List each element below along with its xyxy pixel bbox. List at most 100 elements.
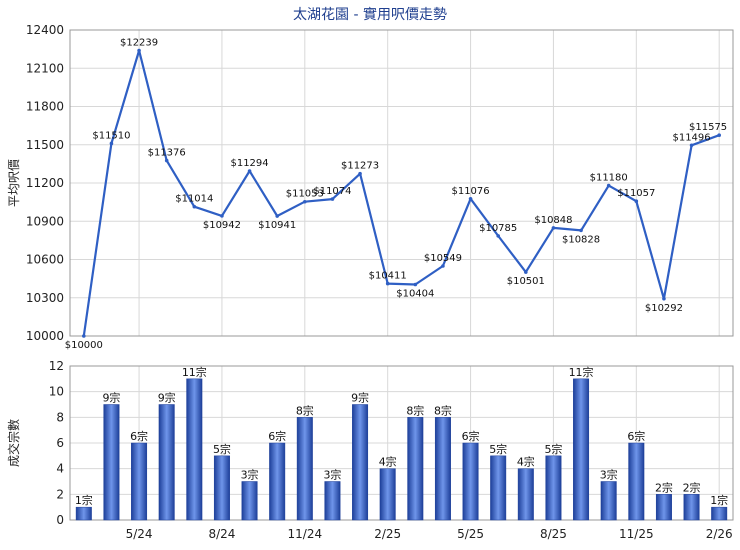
price-y-axis-label: 平均呎價: [7, 159, 21, 207]
price-point: [579, 228, 583, 233]
volume-bar: [379, 468, 396, 521]
price-point-label: $10292: [645, 303, 683, 314]
volume-bar-label: 6宗: [268, 429, 286, 443]
x-tick-label: 8/24: [208, 527, 235, 541]
price-point: [109, 141, 114, 146]
volume-bar: [158, 404, 175, 521]
price-point-label: $11294: [230, 158, 268, 169]
volume-bar-label: 6宗: [130, 429, 148, 443]
price-plot-frame: [69, 29, 734, 337]
price-point-label: $10501: [507, 276, 545, 287]
volume-bar: [573, 378, 590, 521]
price-point: [551, 226, 556, 230]
volume-bar: [711, 506, 728, 521]
volume-bar-label: 9宗: [158, 391, 176, 405]
price-point: [137, 48, 141, 53]
volume-bar-label: 8宗: [406, 403, 424, 417]
price-point-label: $11057: [617, 188, 655, 199]
volume-bar: [600, 481, 617, 521]
price-y-tick-label: 10000: [26, 329, 64, 343]
volume-bar-label: 5宗: [544, 442, 562, 456]
price-point-label: $10000: [65, 340, 103, 351]
volume-bar-label: 9宗: [351, 391, 369, 405]
x-tick-label: 8/25: [540, 527, 567, 541]
price-y-tick-label: 12400: [26, 23, 64, 37]
price-point: [220, 214, 224, 218]
volume-bar-label: 4宗: [517, 455, 535, 469]
price-chart-grid: [69, 29, 734, 337]
volume-bar-label: 2宗: [683, 480, 701, 494]
volume-bar: [655, 494, 672, 521]
volume-bar-label: 6宗: [462, 429, 480, 443]
volume-y-tick-label: 4: [56, 462, 64, 476]
x-tick-label: 11/24: [288, 527, 323, 541]
price-point: [441, 264, 445, 268]
volume-y-axis-label: 成交宗數: [6, 419, 21, 467]
x-tick-label: 11/25: [619, 527, 654, 541]
price-point-label: $10785: [479, 223, 517, 234]
price-point: [496, 234, 500, 238]
volume-bar: [517, 468, 534, 521]
price-point: [82, 334, 86, 338]
volume-bar-label: 1宗: [75, 493, 93, 507]
price-point: [468, 197, 473, 201]
price-point-label: $11074: [313, 186, 351, 197]
volume-bar: [683, 494, 700, 521]
price-point: [192, 204, 197, 209]
price-line-series: $10000 $11510 $12239 $11376 $11014 $10942 $112…: [65, 38, 727, 351]
volume-bar-label: 11宗: [569, 365, 594, 379]
volume-bar: [324, 481, 341, 521]
price-point: [606, 183, 611, 188]
price-point-label: $10404: [396, 288, 434, 299]
price-point-label: $11575: [689, 122, 727, 133]
price-y-tick-label: 10900: [26, 214, 64, 228]
volume-bar-label: 8宗: [434, 403, 452, 417]
volume-bar: [407, 417, 424, 521]
volume-bar-label: 5宗: [213, 442, 231, 456]
price-point-label: $10941: [258, 220, 296, 231]
volume-y-tick-label: 10: [49, 385, 64, 399]
price-point-label: $11273: [341, 161, 379, 172]
price-point-label: $10828: [562, 234, 600, 245]
price-line: [82, 49, 720, 337]
price-point: [413, 282, 418, 287]
price-point-label: $10411: [369, 271, 407, 282]
price-point: [275, 214, 279, 218]
volume-bar: [545, 455, 562, 521]
volume-bar-label: 4宗: [379, 455, 397, 469]
volume-plot-frame: [69, 365, 734, 521]
x-tick-label: 5/24: [126, 527, 153, 541]
volume-y-tick-label: 2: [56, 487, 64, 501]
volume-y-tick-label: 12: [49, 359, 64, 373]
volume-bar-label: 11宗: [182, 365, 207, 379]
price-point-label: $11180: [590, 173, 628, 184]
volume-bar-label: 6宗: [627, 429, 645, 443]
volume-bar-label: 8宗: [296, 403, 314, 417]
price-point: [634, 199, 639, 204]
volume-bar-label: 3宗: [323, 468, 341, 482]
volume-bars: 1宗 9宗 6宗 9宗 11宗 5宗 3宗 6宗 8宗 3宗 9宗 4宗 8宗 8宗 6宗 5宗 4宗 5宗 11宗…: [75, 365, 728, 521]
volume-y-axis: 0 2 4 6 8 10 12: [49, 359, 64, 527]
chart-title: 太湖花園 - 實用呎價走勢: [293, 7, 447, 23]
price-y-tick-label: 10300: [26, 291, 64, 305]
x-tick-label: 2/26: [706, 527, 733, 541]
volume-bar: [352, 404, 369, 521]
volume-bar-label: 3宗: [241, 468, 259, 482]
price-point-label: $10942: [203, 220, 241, 231]
price-point: [330, 197, 335, 201]
volume-bar-label: 9宗: [102, 391, 120, 405]
price-point: [717, 133, 721, 137]
volume-bar: [269, 442, 286, 521]
price-point: [689, 143, 694, 148]
price-point-label: $12239: [120, 38, 158, 49]
volume-bar-label: 1宗: [710, 493, 728, 507]
volume-bar: [103, 404, 120, 521]
x-tick-label: 2/25: [374, 527, 401, 541]
volume-bar-label: 5宗: [489, 442, 507, 456]
price-point: [358, 171, 362, 176]
price-y-tick-label: 10600: [26, 253, 64, 267]
price-point-label: $10549: [424, 253, 462, 264]
price-point-label: $11076: [451, 186, 489, 197]
volume-bar-label: 3宗: [600, 468, 618, 482]
